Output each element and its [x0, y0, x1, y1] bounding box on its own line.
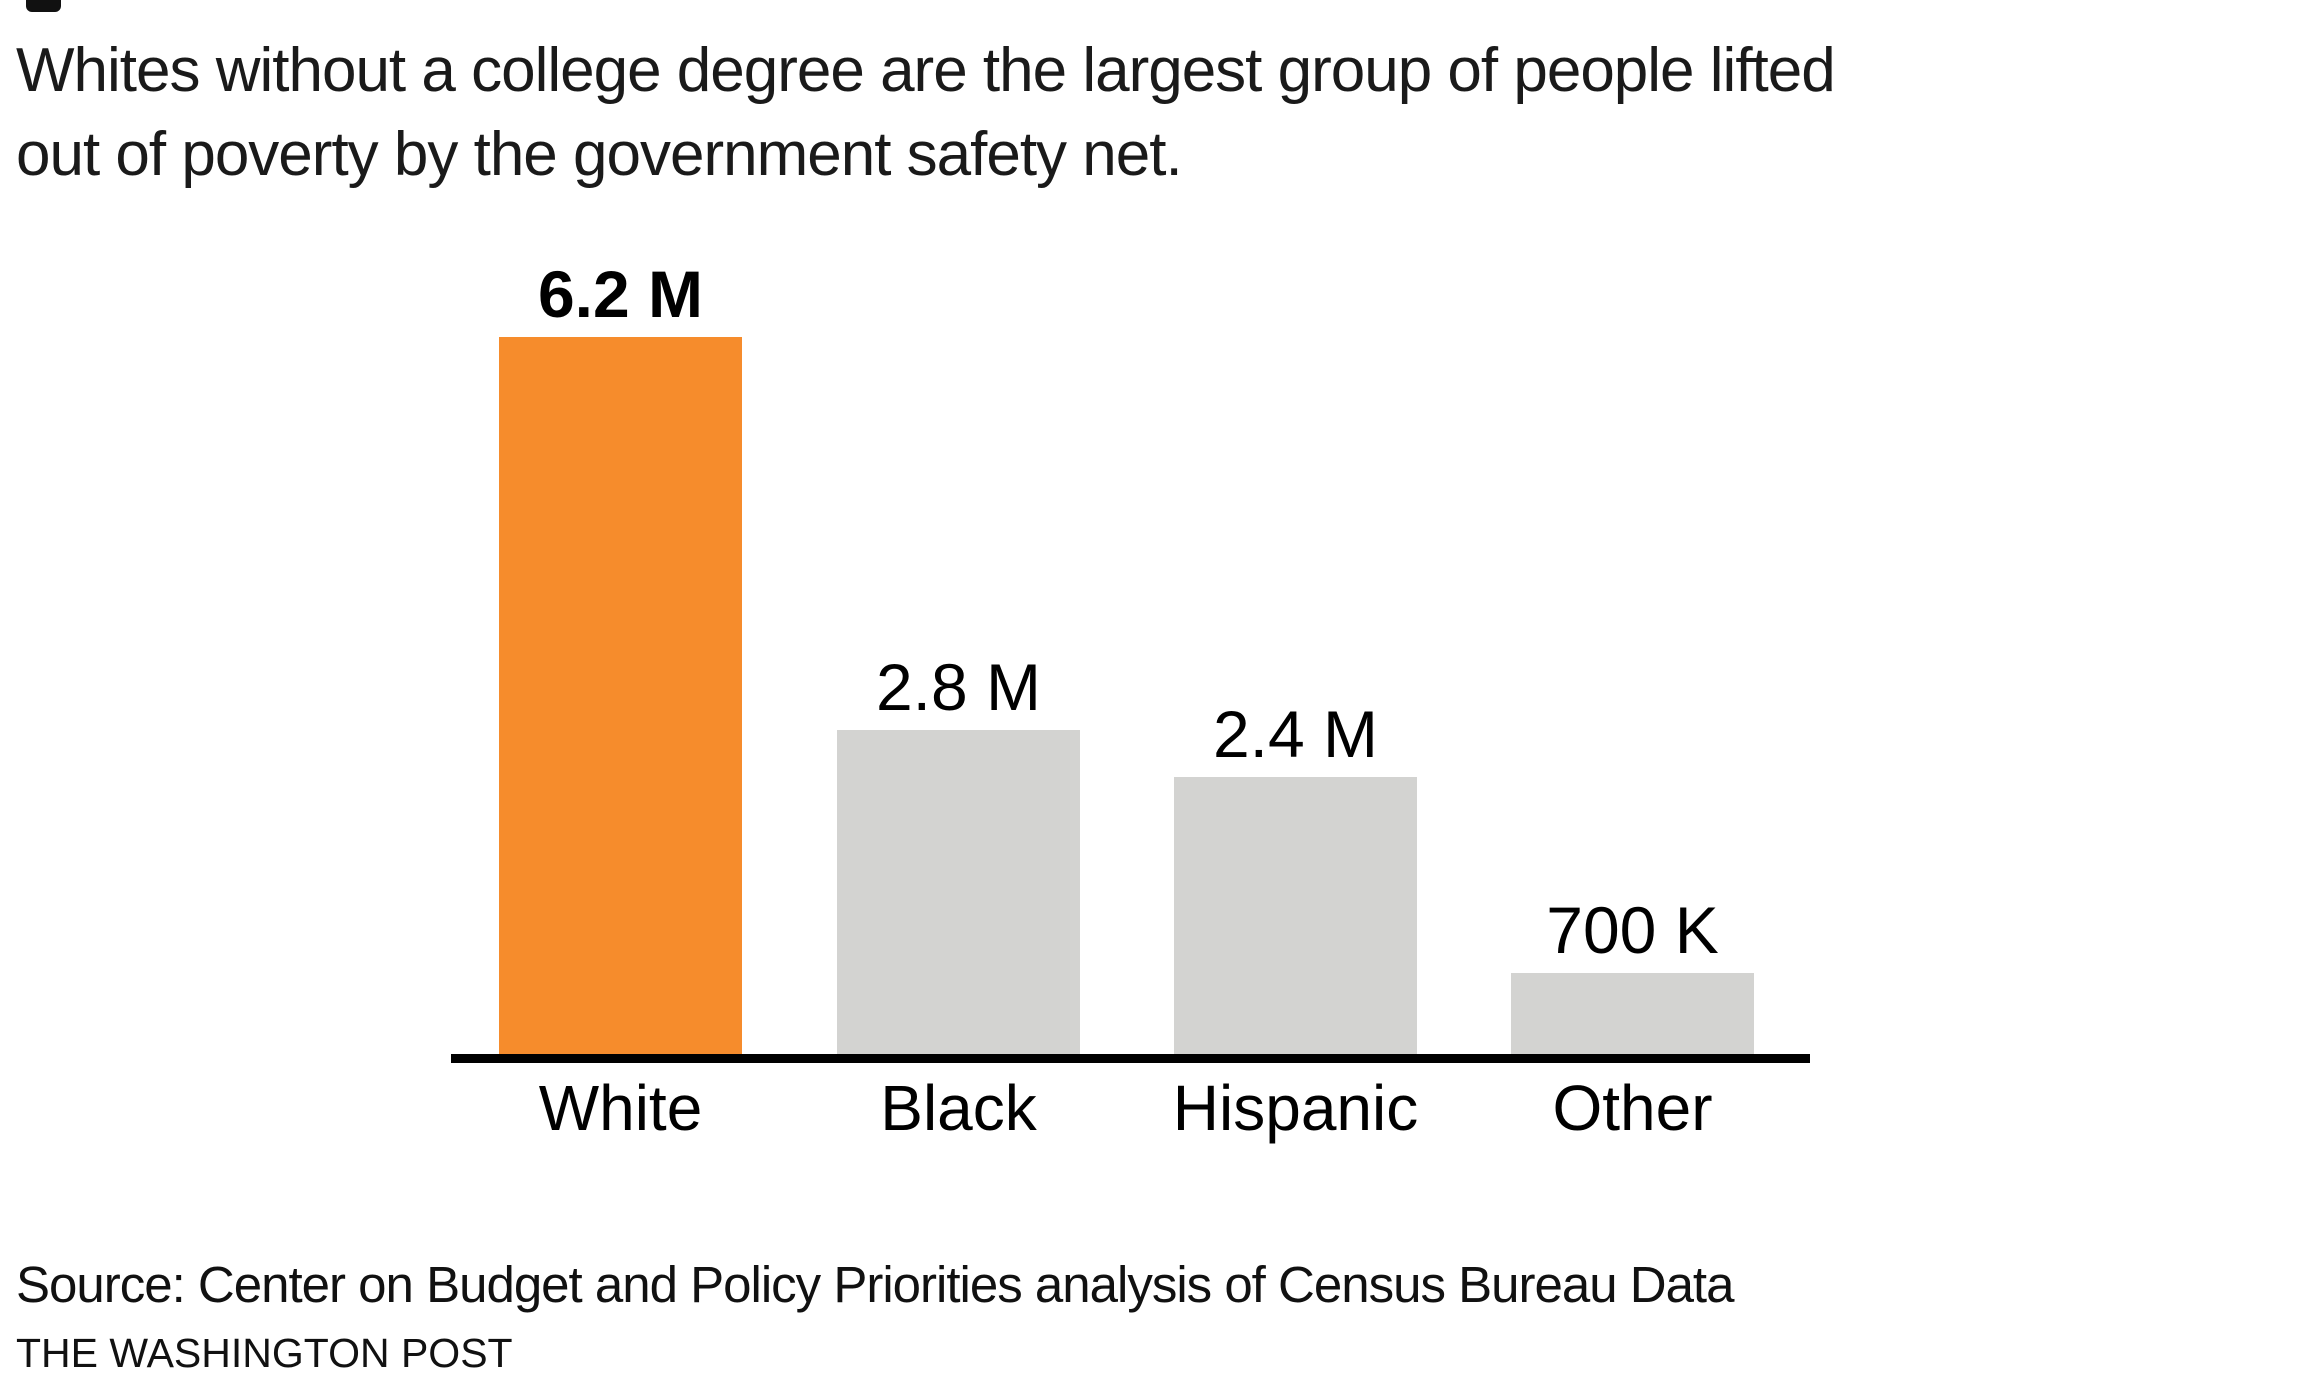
value-label-other: 700 K — [1546, 893, 1719, 967]
category-label-white: White — [538, 1072, 703, 1144]
chart-title-line1: Whites without a college degree are the … — [16, 36, 1836, 105]
bar-other — [1511, 973, 1754, 1054]
value-label-white: 6.2 M — [537, 257, 704, 331]
source-note: Source: Center on Budget and Policy Prio… — [16, 1256, 1734, 1313]
x-axis-line — [451, 1054, 1810, 1063]
category-label-other: Other — [1552, 1072, 1713, 1144]
value-label-black: 2.8 M — [875, 650, 1042, 724]
bar-hispanic — [1174, 777, 1417, 1054]
bar-white — [499, 337, 742, 1054]
publisher-credit: THE WASHINGTON POST — [16, 1330, 513, 1376]
chart-title: Whites without a college degree are the … — [16, 29, 1836, 197]
category-label-black: Black — [880, 1072, 1037, 1144]
crop-artifact — [26, 0, 61, 12]
category-label-hispanic: Hispanic — [1172, 1072, 1419, 1144]
value-label-hispanic: 2.4 M — [1212, 697, 1379, 771]
bar-black — [837, 730, 1080, 1054]
chart-title-line2: out of poverty by the government safety … — [16, 120, 1183, 189]
